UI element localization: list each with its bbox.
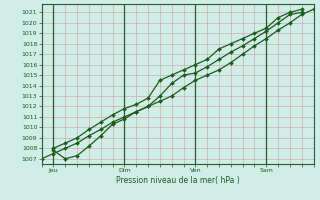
X-axis label: Pression niveau de la mer( hPa ): Pression niveau de la mer( hPa ) <box>116 176 239 185</box>
